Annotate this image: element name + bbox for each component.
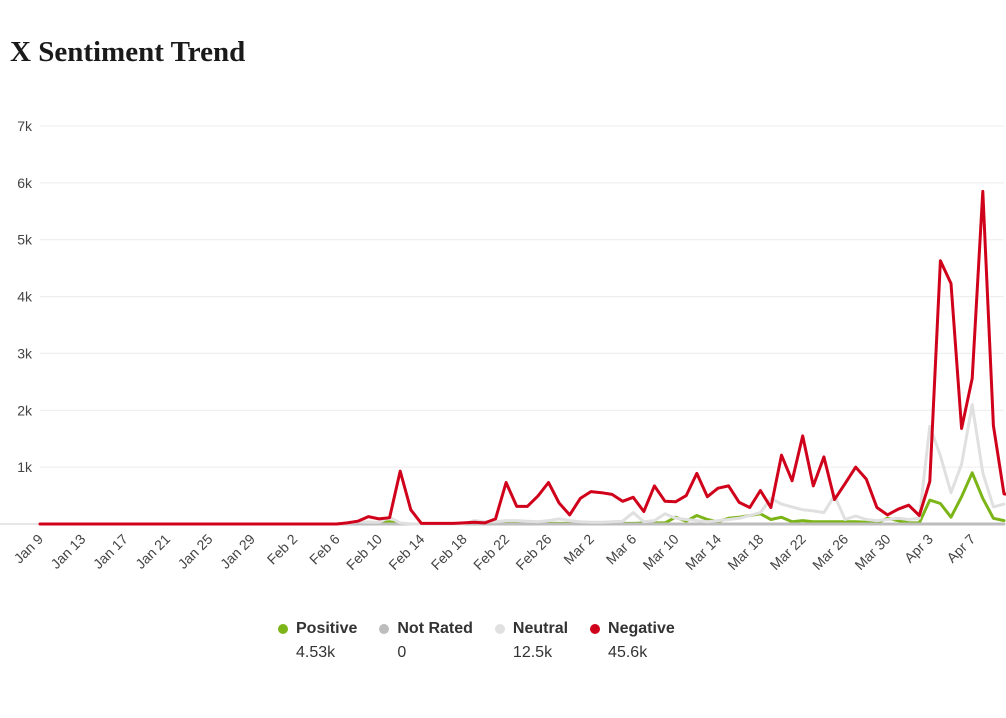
legend-label: Positive <box>296 620 358 637</box>
x-tick-label: Mar 14 <box>682 531 724 573</box>
chart-title: X Sentiment Trend <box>10 36 246 68</box>
x-tick-label: Feb 22 <box>470 531 512 573</box>
x-tick-label: Mar 30 <box>851 531 893 573</box>
y-tick-label: 2k <box>17 402 33 418</box>
y-axis: 1k 2k 3k 4k 5k 6k 7k <box>17 118 33 475</box>
legend-item-not-rated[interactable]: Not Rated 0 <box>379 620 473 662</box>
legend-dot-icon <box>278 624 288 634</box>
x-tick-label: Mar 18 <box>724 531 766 573</box>
legend-item-positive[interactable]: Positive 4.53k <box>278 620 357 662</box>
x-tick-label: Feb 6 <box>306 531 343 568</box>
x-tick-label: Mar 6 <box>603 531 640 568</box>
x-tick-label: Apr 7 <box>943 531 978 566</box>
legend-item-negative[interactable]: Negative 45.6k <box>590 620 675 662</box>
legend-label: Neutral <box>512 620 569 637</box>
x-tick-label: Jan 25 <box>175 531 216 572</box>
x-tick-label: Mar 26 <box>809 531 851 573</box>
x-tick-label: Mar 22 <box>767 531 809 573</box>
legend-total-value: 45.6k <box>608 644 648 661</box>
legend-label-row: Neutral <box>494 620 569 638</box>
y-tick-label: 4k <box>17 289 33 305</box>
legend-dot-icon <box>494 624 505 634</box>
x-tick-label: Jan 21 <box>132 531 173 572</box>
legend-label-row: Negative <box>590 620 675 638</box>
legend-total-value: 4.53k <box>296 644 336 661</box>
legend-label-row: Positive <box>278 620 357 638</box>
y-tick-label: 6k <box>17 175 33 191</box>
x-tick-label: Mar 2 <box>560 531 597 568</box>
x-tick-label: Feb 2 <box>264 531 301 568</box>
x-tick-label: Jan 29 <box>217 531 258 572</box>
x-tick-label: Apr 3 <box>901 531 936 566</box>
legend-total-value: 0 <box>397 644 407 661</box>
legend-label: Negative <box>608 620 675 637</box>
series-line-negative <box>38 189 1006 526</box>
x-tick-label: Jan 13 <box>47 531 88 572</box>
x-tick-label: Mar 10 <box>640 531 682 573</box>
x-tick-label: Jan 17 <box>90 531 131 572</box>
x-tick-label: Feb 26 <box>512 531 554 573</box>
legend: Positive 4.53k Not Rated 0 Neutral 12.5k Negat… <box>278 620 697 662</box>
y-tick-label: 3k <box>17 345 33 361</box>
x-tick-label: Feb 14 <box>385 531 427 573</box>
legend-dot-icon <box>379 624 390 634</box>
y-tick-label: 5k <box>17 232 33 248</box>
grid-lines <box>40 125 1004 468</box>
x-tick-label: Feb 10 <box>343 531 385 573</box>
legend-label-row: Not Rated <box>379 620 473 638</box>
y-tick-label: 7k <box>17 118 33 134</box>
legend-total-value: 12.5k <box>512 644 553 661</box>
x-axis: Jan 9 Jan 13 Jan 17 Jan 21 Jan 25 Jan 29 Feb 2… <box>0 523 1004 573</box>
legend-label: Not Rated <box>397 620 473 637</box>
legend-item-neutral[interactable]: Neutral 12.5k <box>494 620 569 662</box>
series-lines <box>38 189 1006 526</box>
legend-dot-icon <box>590 624 601 634</box>
x-tick-label: Feb 18 <box>428 531 470 573</box>
y-tick-label: 1k <box>17 459 33 475</box>
x-tick-label: Jan 9 <box>11 531 47 567</box>
